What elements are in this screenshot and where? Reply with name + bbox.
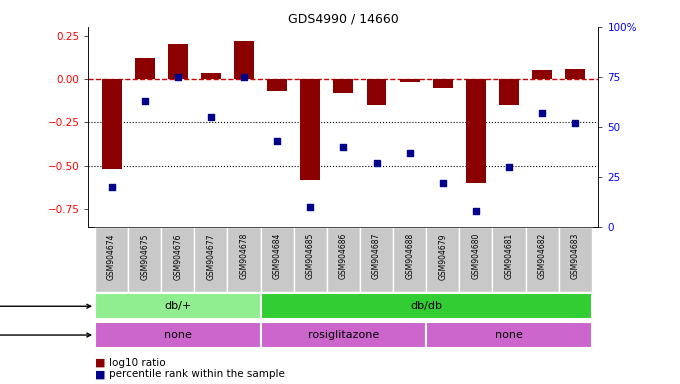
Bar: [301, 79, 320, 180]
Bar: [393, 227, 426, 292]
Bar: [499, 79, 519, 105]
Text: percentile rank within the sample: percentile rank within the sample: [109, 369, 285, 379]
Text: log10 ratio: log10 ratio: [109, 358, 165, 368]
Point: [371, 160, 382, 166]
Bar: [234, 41, 254, 79]
Bar: [400, 79, 420, 83]
Text: none: none: [495, 330, 523, 340]
Bar: [532, 70, 552, 79]
Point: [437, 180, 448, 186]
Bar: [260, 293, 592, 319]
Text: GSM904680: GSM904680: [471, 233, 480, 280]
Text: db/db: db/db: [410, 301, 442, 311]
Bar: [128, 227, 161, 292]
Text: GSM904686: GSM904686: [339, 233, 348, 280]
Bar: [95, 227, 128, 292]
Bar: [260, 227, 294, 292]
Bar: [367, 79, 386, 105]
Text: GSM904685: GSM904685: [306, 233, 315, 280]
Text: GSM904679: GSM904679: [438, 233, 447, 280]
Text: none: none: [164, 330, 192, 340]
Point: [471, 207, 481, 214]
Text: GSM904682: GSM904682: [538, 233, 547, 279]
Bar: [426, 227, 459, 292]
Bar: [432, 79, 453, 88]
Bar: [466, 79, 486, 183]
Bar: [228, 227, 260, 292]
Bar: [526, 227, 559, 292]
Bar: [194, 227, 228, 292]
Point: [338, 144, 349, 150]
Bar: [426, 322, 592, 348]
Point: [404, 150, 415, 156]
Bar: [201, 73, 221, 79]
Bar: [492, 227, 526, 292]
Text: GSM904684: GSM904684: [273, 233, 282, 280]
Text: GSM904675: GSM904675: [140, 233, 149, 280]
Bar: [327, 227, 360, 292]
Text: GSM904687: GSM904687: [372, 233, 381, 280]
Text: GSM904676: GSM904676: [173, 233, 182, 280]
Bar: [168, 44, 188, 79]
Point: [570, 120, 581, 126]
Text: GSM904688: GSM904688: [405, 233, 414, 279]
Bar: [95, 293, 260, 319]
Point: [239, 74, 250, 80]
Text: GSM904681: GSM904681: [505, 233, 513, 279]
Bar: [135, 58, 154, 79]
Bar: [559, 227, 592, 292]
Bar: [101, 79, 122, 169]
Bar: [333, 79, 354, 93]
Text: rosiglitazone: rosiglitazone: [308, 330, 379, 340]
Text: ■: ■: [95, 358, 105, 368]
Bar: [565, 69, 585, 79]
Text: genotype/variation: genotype/variation: [0, 301, 90, 311]
Text: db/+: db/+: [164, 301, 192, 311]
Point: [272, 137, 283, 144]
Text: GSM904678: GSM904678: [239, 233, 249, 280]
Point: [305, 204, 316, 210]
Text: ■: ■: [95, 369, 105, 379]
Text: GSM904683: GSM904683: [571, 233, 580, 280]
Point: [106, 184, 117, 190]
Bar: [161, 227, 194, 292]
Point: [205, 114, 216, 120]
Bar: [267, 79, 287, 91]
Bar: [360, 227, 393, 292]
Title: GDS4990 / 14660: GDS4990 / 14660: [288, 13, 398, 26]
Text: GSM904674: GSM904674: [107, 233, 116, 280]
Point: [172, 74, 183, 80]
Bar: [459, 227, 492, 292]
Point: [504, 164, 515, 170]
Point: [139, 98, 150, 104]
Text: agent: agent: [0, 330, 90, 340]
Point: [537, 110, 547, 116]
Bar: [294, 227, 327, 292]
Bar: [95, 322, 260, 348]
Text: GSM904677: GSM904677: [207, 233, 216, 280]
Bar: [260, 322, 426, 348]
